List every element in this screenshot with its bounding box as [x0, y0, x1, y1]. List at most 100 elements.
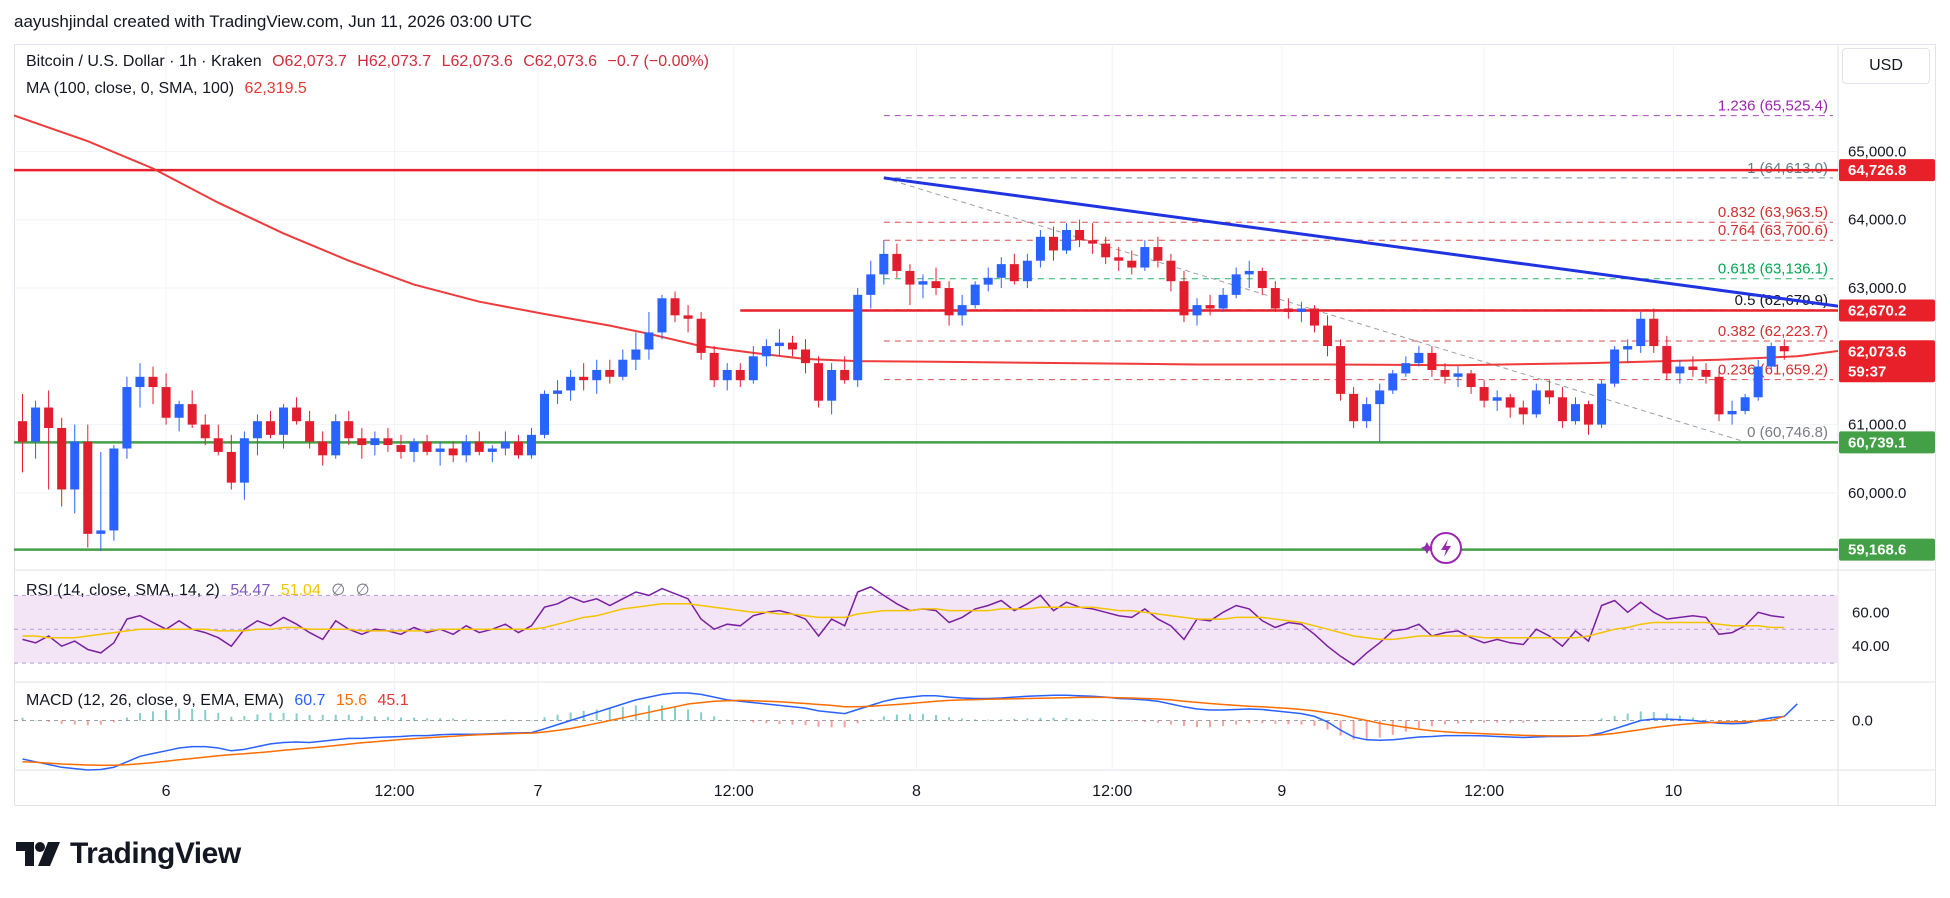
macd-histogram-bar [1665, 713, 1668, 721]
ma-value: 62,319.5 [244, 80, 307, 97]
macd-histogram-bar [1104, 720, 1107, 721]
macd-tick-label: 0.0 [1852, 713, 1873, 730]
candle-bearish [840, 369, 850, 381]
candle-bullish [1296, 308, 1306, 312]
candle-bearish [44, 407, 54, 429]
candle-bullish [1636, 318, 1646, 347]
macd-histogram-bar [99, 720, 102, 725]
macd-histogram-bar [504, 719, 507, 721]
macd-histogram-bar [830, 720, 833, 728]
candle-bearish [1466, 373, 1476, 388]
candle-bearish [814, 363, 824, 401]
macd-histogram-bar [765, 720, 768, 724]
candle-bearish [422, 441, 432, 452]
candle-bearish [305, 421, 315, 442]
candle-bullish [1231, 274, 1241, 295]
candle-bearish [1075, 229, 1085, 241]
macd-histogram-bar [230, 716, 233, 721]
macd-signal-line [22, 696, 1785, 767]
fib-level-label: 0 (60,746.8) [1747, 424, 1828, 441]
fib-level-label: 0.382 (62,223.7) [1718, 323, 1828, 340]
macd-histogram-bar [1026, 718, 1029, 721]
macd-histogram-bar [700, 712, 703, 721]
candle-bullish [553, 390, 563, 394]
macd-histogram-bar [1613, 715, 1616, 721]
macd-histogram-bar [491, 719, 494, 721]
candle-bullish [135, 376, 145, 388]
time-tick-label: 8 [912, 783, 921, 800]
macd-histogram-bar [1770, 717, 1773, 721]
symbol-title: Bitcoin / U.S. Dollar · 1h · Kraken [26, 53, 262, 70]
macd-histogram-bar [1574, 720, 1577, 721]
candle-bullish [1035, 236, 1045, 261]
candle-bearish [1505, 397, 1515, 408]
candle-bearish [1440, 369, 1450, 377]
macd-histogram-bar [1639, 711, 1642, 721]
candle-bullish [644, 332, 654, 350]
macd-label: MACD (12, 26, close, 9, EMA, EMA) [26, 692, 284, 709]
macd-histogram-bar [465, 719, 468, 721]
time-tick-label: 12:00 [714, 783, 754, 800]
macd-histogram-bar [165, 710, 168, 721]
candle-bullish [70, 441, 80, 490]
price-tag-countdown: 59:37 [1848, 363, 1886, 380]
macd-histogram-bar [1222, 720, 1225, 726]
candle-bullish [827, 369, 837, 401]
macd-histogram-bar [1457, 720, 1460, 724]
macd-histogram-bar [1182, 720, 1185, 726]
macd-histogram-bar [125, 717, 128, 721]
macd-histogram-bar [1483, 720, 1486, 723]
rsi-tick-label: 60.00 [1852, 604, 1890, 621]
candle-bullish [331, 421, 341, 456]
macd-histogram-bar [634, 705, 637, 721]
candle-bullish [618, 359, 628, 377]
candle-bearish [1257, 270, 1267, 289]
macd-histogram-bar [1443, 720, 1446, 725]
price-tag [1839, 340, 1935, 383]
macd-histogram-bar [1718, 720, 1721, 722]
candle-bullish [657, 298, 667, 333]
time-tick-label: 12:00 [1464, 783, 1504, 800]
macd-histogram-bar [204, 710, 207, 721]
candle-bullish [540, 393, 550, 435]
macd-histogram-bar [608, 708, 611, 721]
macd-histogram-bar [1287, 720, 1290, 725]
macd-histogram-bar [282, 712, 285, 721]
macd-histogram-bar [1339, 720, 1342, 736]
macd-histogram-bar [778, 720, 781, 725]
macd-histogram-bar [1130, 720, 1133, 722]
macd-histogram-bar [138, 713, 141, 721]
sparkle-icon [1421, 542, 1433, 554]
candle-bearish [944, 288, 954, 316]
macd-histogram-bar [334, 714, 337, 721]
price-tag [1839, 431, 1935, 454]
tradingview-logo: TradingView [16, 834, 241, 874]
candle-bullish [1375, 390, 1385, 405]
macd-histogram-bar [73, 720, 76, 725]
macd-histogram-bar [1522, 720, 1525, 723]
candle-bullish [996, 264, 1006, 278]
candle-bullish [761, 346, 771, 357]
candle-bullish [279, 407, 289, 435]
macd-histogram-bar [895, 714, 898, 721]
candle-bullish [1244, 270, 1254, 275]
candle-bullish [1218, 294, 1228, 309]
candle-bearish [18, 421, 28, 442]
candle-bearish [1048, 236, 1058, 251]
macd-histogram-bar [1261, 720, 1264, 724]
macd-histogram-bar [1587, 720, 1590, 721]
candle-bullish [592, 369, 602, 381]
candle-bullish [866, 274, 876, 295]
candle-bearish [696, 318, 706, 353]
fib-level-label: 0.236 (61,659.2) [1718, 362, 1828, 379]
lightning-icon[interactable] [1421, 532, 1462, 564]
candle-bearish [1649, 318, 1659, 347]
lightning-icon-bolt [1441, 539, 1451, 557]
ma-label: MA (100, close, 0, SMA, 100) [26, 80, 235, 97]
candle-bearish [1179, 281, 1189, 316]
candle-bearish [1088, 240, 1098, 244]
candle-bullish [109, 448, 119, 531]
candle-bearish [905, 270, 915, 285]
currency-button[interactable]: USD [1842, 48, 1930, 84]
